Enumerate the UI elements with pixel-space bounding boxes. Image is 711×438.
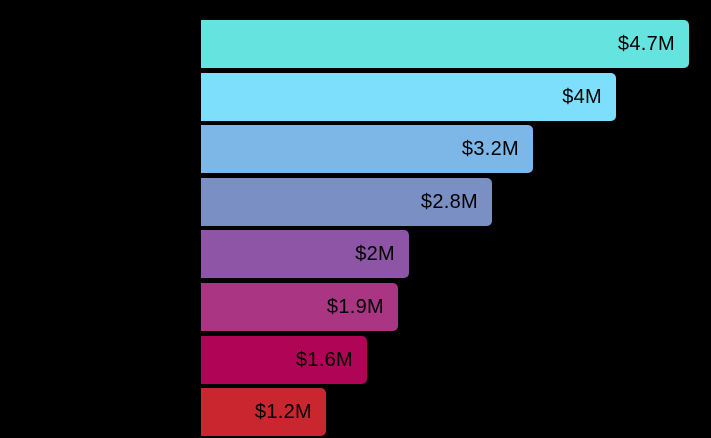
- bar-0: $4.7M: [201, 20, 689, 68]
- bar-value-label-4: $2M: [355, 243, 395, 266]
- bar-value-label-2: $3.2M: [461, 138, 519, 161]
- bar-3: $2.8M: [201, 177, 492, 226]
- bar-value-label-7: $1.2M: [254, 401, 312, 424]
- bar-6: $1.6M: [201, 335, 367, 384]
- bar-2: $3.2M: [201, 125, 533, 174]
- bar-1: $4M: [201, 72, 616, 121]
- bar-value-label-1: $4M: [562, 85, 602, 108]
- bar-5: $1.9M: [201, 283, 398, 331]
- bar-value-label-3: $2.8M: [420, 190, 478, 213]
- bar-7: $1.2M: [201, 388, 326, 437]
- bar-value-label-5: $1.9M: [326, 296, 384, 318]
- bar-value-label-0: $4.7M: [617, 33, 675, 55]
- bar-value-label-6: $1.6M: [295, 348, 353, 371]
- bar-4: $2M: [201, 230, 409, 279]
